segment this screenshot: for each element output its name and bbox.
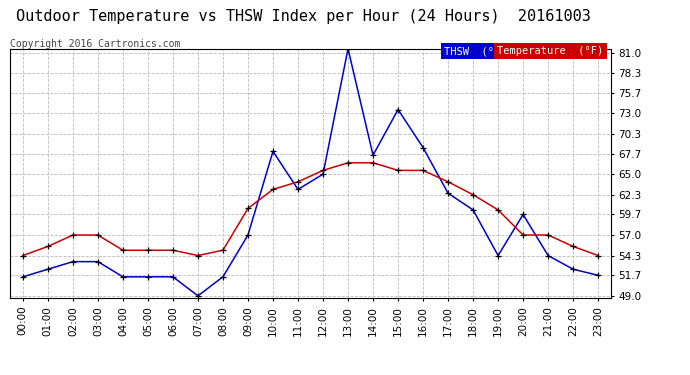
Text: Temperature  (°F): Temperature (°F) [497, 46, 604, 56]
Text: Copyright 2016 Cartronics.com: Copyright 2016 Cartronics.com [10, 39, 181, 50]
Text: Outdoor Temperature vs THSW Index per Hour (24 Hours)  20161003: Outdoor Temperature vs THSW Index per Ho… [16, 9, 591, 24]
Text: THSW  (°F): THSW (°F) [444, 46, 506, 56]
